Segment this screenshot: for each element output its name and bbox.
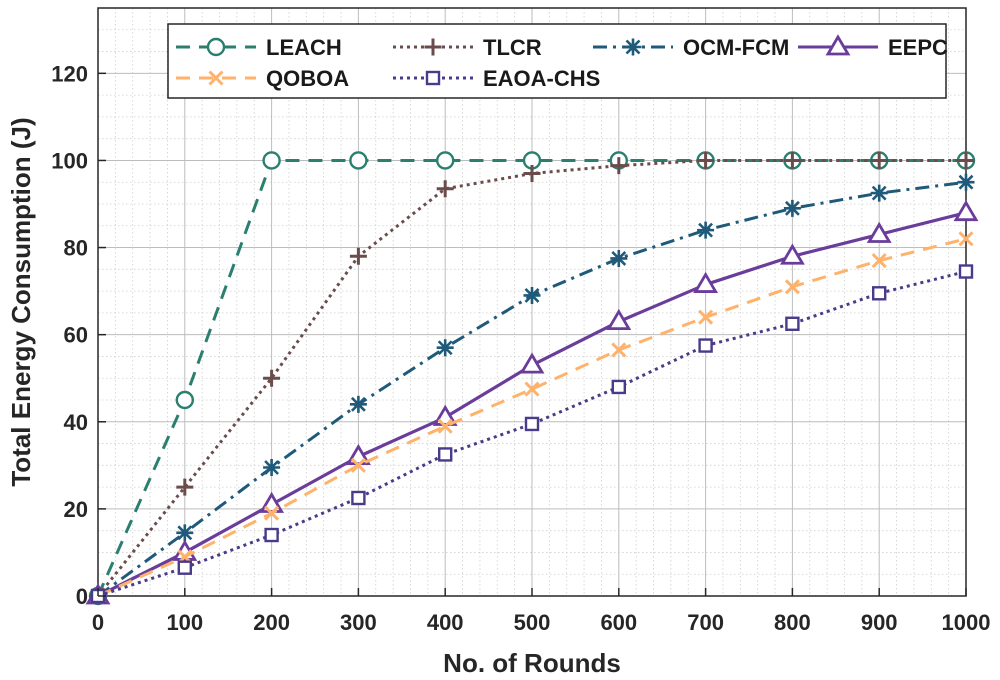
legend-entry-ocm-fcm: OCM-FCM <box>593 35 789 60</box>
legend-marker-tlcr <box>424 38 442 56</box>
x-tick-label: 800 <box>774 610 811 635</box>
data-point-qoboa <box>871 253 887 269</box>
data-point-eaoa-chs <box>785 316 800 331</box>
y-tick-label: 120 <box>51 61 88 86</box>
data-point-eaoa-chs <box>264 527 279 543</box>
series-line-tlcr <box>96 158 966 597</box>
x-tick-label: 100 <box>166 610 203 635</box>
y-tick-label: 60 <box>64 323 88 348</box>
data-point-qoboa <box>437 418 453 434</box>
data-point-qoboa <box>784 279 800 295</box>
data-point-eepc <box>866 221 892 243</box>
data-point-ocm-fcm <box>697 221 715 239</box>
series-line-leach <box>96 158 966 597</box>
legend-marker-eepc <box>825 34 851 56</box>
data-point-ocm-fcm <box>523 286 541 304</box>
x-tick-label: 500 <box>514 610 551 635</box>
legend-label-ocm-fcm: OCM-FCM <box>683 35 789 60</box>
data-point-eepc <box>693 271 719 293</box>
x-tick-label: 200 <box>253 610 290 635</box>
x-tick-label: 600 <box>600 610 637 635</box>
data-point-eepc <box>259 491 285 513</box>
data-point-eaoa-chs <box>177 560 193 575</box>
y-tick-label: 100 <box>51 148 88 173</box>
data-point-eepc <box>606 308 632 331</box>
y-tick-label: 20 <box>64 497 88 522</box>
data-point-qoboa <box>611 342 627 358</box>
data-point-leach <box>349 151 368 170</box>
data-point-tlcr <box>783 151 801 169</box>
data-point-eaoa-chs <box>611 379 626 395</box>
data-point-ocm-fcm <box>610 249 628 267</box>
x-tick-label: 300 <box>340 610 377 635</box>
data-point-ocm-fcm <box>349 395 367 413</box>
y-tick-label: 80 <box>64 236 88 261</box>
data-point-ocm-fcm <box>957 173 975 191</box>
legend-entry-leach: LEACH <box>176 35 342 60</box>
tick-labels: 0 100 200 300 400 500 600 700 800 900 1000 0 20 40 60 8… <box>51 61 990 635</box>
legend-marker-leach <box>206 37 226 57</box>
data-point-leach <box>436 151 455 170</box>
data-point-ocm-fcm <box>436 339 454 357</box>
x-tick-label: 400 <box>427 610 464 635</box>
x-tick-label: 1000 <box>942 610 991 635</box>
x-axis-title: No. of Rounds <box>443 648 621 678</box>
y-tick-label: 0 <box>76 584 88 609</box>
data-point-qoboa <box>958 231 974 247</box>
legend-entry-eepc: EEPC <box>798 34 948 60</box>
x-tick-label: 700 <box>687 610 724 635</box>
data-point-eaoa-chs <box>351 490 366 506</box>
data-point-qoboa <box>350 457 366 473</box>
data-point-ocm-fcm <box>263 459 281 477</box>
legend-entry-qoboa: QOBOA <box>176 66 349 91</box>
series-layer <box>85 151 979 606</box>
data-point-tlcr <box>176 478 194 496</box>
data-point-tlcr <box>957 151 975 169</box>
legend: LEACH TLCR OCM-FCM EEPC QOBOA EAOA-CHS <box>167 23 948 99</box>
data-point-eepc <box>953 199 979 222</box>
y-axis-title: Total Energy Consumption (J) <box>6 117 36 486</box>
legend-marker-qoboa <box>208 70 224 86</box>
data-point-eaoa-chs <box>438 447 453 462</box>
data-point-tlcr <box>870 151 888 169</box>
data-point-eepc <box>779 243 805 265</box>
x-tick-label: 900 <box>861 610 898 635</box>
data-point-tlcr <box>349 247 367 265</box>
data-point-eaoa-chs <box>958 264 974 279</box>
x-tick-label: 0 <box>92 610 104 635</box>
data-point-tlcr <box>436 180 454 198</box>
legend-label-eaoa-chs: EAOA-CHS <box>483 66 600 91</box>
data-point-tlcr <box>263 369 281 387</box>
data-point-ocm-fcm <box>870 184 888 202</box>
series-qoboa <box>90 231 974 604</box>
data-point-qoboa <box>264 505 280 521</box>
legend-marker-eaoa-chs <box>425 70 441 86</box>
data-point-eaoa-chs <box>698 338 713 353</box>
legend-label-eepc: EEPC <box>888 35 948 60</box>
legend-box <box>167 23 947 99</box>
data-point-qoboa <box>698 309 714 325</box>
data-point-leach <box>175 390 195 410</box>
legend-entry-eaoa-chs: EAOA-CHS <box>393 66 600 91</box>
data-point-eaoa-chs <box>872 286 887 301</box>
data-point-tlcr <box>523 165 541 183</box>
data-point-eepc <box>519 352 545 374</box>
data-point-ocm-fcm <box>176 524 194 542</box>
data-point-tlcr <box>697 151 715 169</box>
legend-label-tlcr: TLCR <box>483 35 542 60</box>
y-tick-label: 40 <box>64 410 88 435</box>
legend-label-qoboa: QOBOA <box>266 66 349 91</box>
series-line-qoboa <box>97 237 967 598</box>
legend-entry-tlcr: TLCR <box>393 35 542 60</box>
data-point-eaoa-chs <box>524 416 540 432</box>
series-line-eaoa-chs <box>97 270 967 598</box>
legend-label-leach: LEACH <box>266 35 342 60</box>
legend-marker-ocm-fcm <box>624 38 642 56</box>
data-point-leach <box>262 151 281 170</box>
data-point-ocm-fcm <box>783 199 801 217</box>
data-point-tlcr <box>610 157 628 175</box>
data-point-qoboa <box>524 381 540 397</box>
